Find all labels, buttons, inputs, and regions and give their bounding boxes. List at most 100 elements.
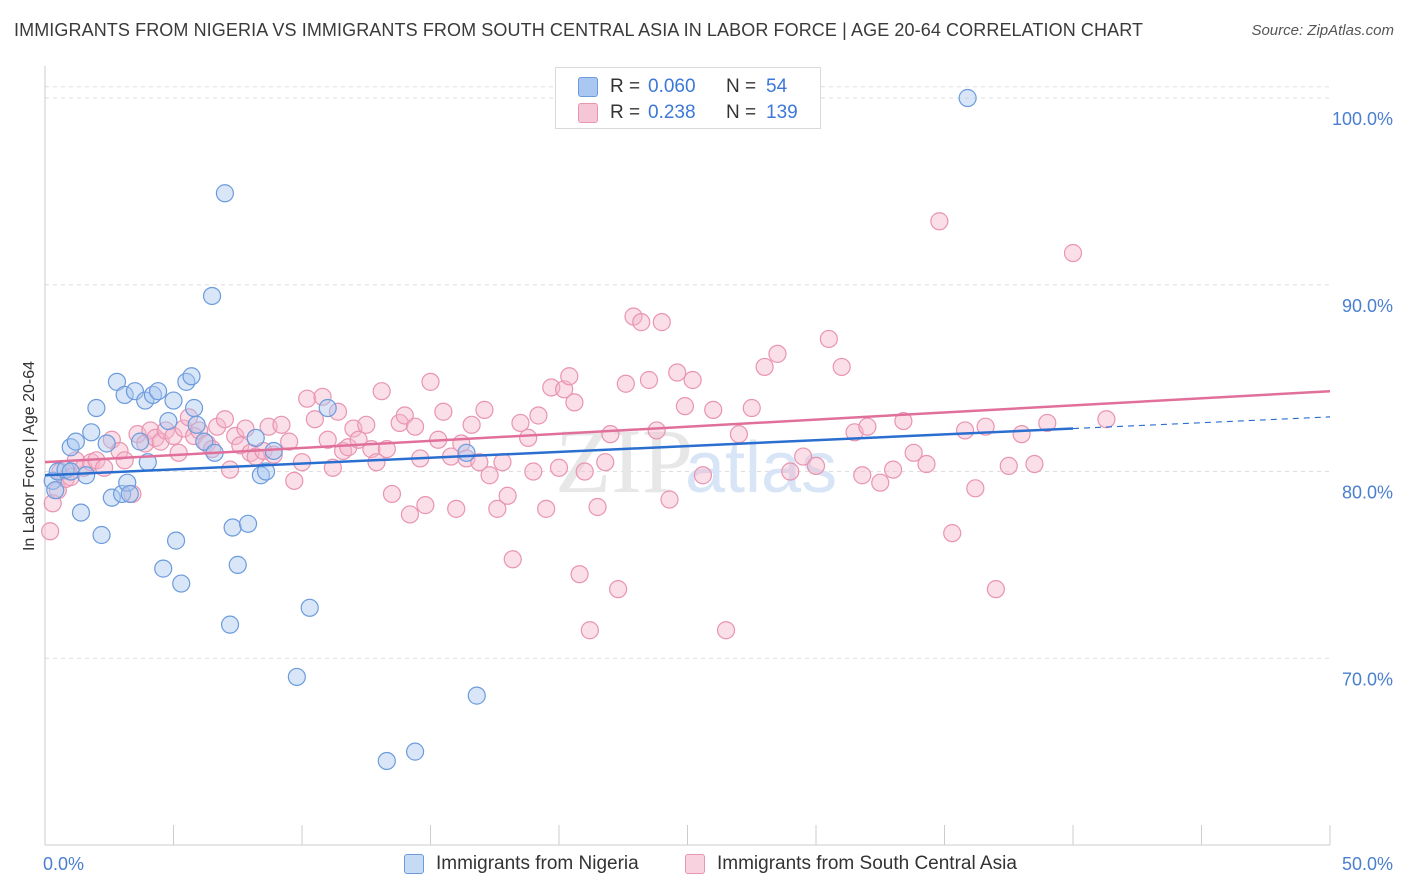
- point-south-central-asia: [215, 410, 234, 429]
- point-south-central-asia: [616, 374, 635, 393]
- point-south-central-asia: [1025, 454, 1044, 474]
- point-south-central-asia: [447, 499, 466, 518]
- point-south-central-asia: [280, 432, 299, 451]
- legend-n-value: 54: [766, 76, 788, 97]
- point-south-central-asia: [871, 473, 890, 492]
- point-south-central-asia: [503, 550, 522, 569]
- point-south-central-asia: [575, 462, 594, 481]
- point-south-central-asia: [298, 389, 317, 408]
- point-south-central-asia: [179, 408, 199, 427]
- axes: [44, 66, 1331, 846]
- legend-n-value: 139: [766, 102, 798, 123]
- point-nigeria: [215, 184, 234, 203]
- point-south-central-asia: [421, 372, 440, 391]
- point-south-central-asia: [313, 387, 332, 406]
- series-nigeria: [43, 88, 977, 771]
- legend-swatch-blue: [578, 77, 598, 97]
- point-nigeria: [405, 742, 425, 761]
- point-nigeria: [228, 555, 247, 574]
- point-south-central-asia: [318, 430, 337, 449]
- point-nigeria: [467, 686, 486, 705]
- point-south-central-asia: [226, 426, 245, 446]
- point-south-central-asia: [549, 458, 569, 477]
- point-south-central-asia: [601, 425, 620, 444]
- point-nigeria: [77, 466, 96, 485]
- point-nigeria: [187, 415, 206, 434]
- point-south-central-asia: [917, 454, 936, 474]
- point-south-central-asia: [395, 406, 414, 425]
- point-south-central-asia: [588, 497, 607, 517]
- trend-lines: [44, 389, 1331, 477]
- point-south-central-asia: [488, 499, 507, 518]
- x-tick-label-max: 50.0%: [1342, 854, 1393, 874]
- point-south-central-asia: [272, 415, 291, 434]
- point-south-central-asia: [904, 443, 923, 462]
- point-south-central-asia: [524, 462, 543, 481]
- point-south-central-asia: [806, 456, 826, 476]
- point-south-central-asia: [883, 460, 903, 479]
- trend-line-nigeria: [44, 427, 1074, 477]
- point-nigeria: [125, 382, 145, 401]
- point-nigeria: [118, 473, 137, 492]
- point-south-central-asia: [609, 580, 628, 599]
- point-nigeria: [172, 574, 191, 593]
- point-south-central-asia: [208, 417, 227, 436]
- point-nigeria: [287, 667, 306, 687]
- point-south-central-asia: [565, 393, 584, 412]
- point-south-central-asia: [328, 402, 348, 421]
- y-tick-label: 80.0%: [1342, 483, 1393, 503]
- point-south-central-asia: [475, 400, 494, 419]
- point-south-central-asia: [560, 367, 579, 386]
- point-nigeria: [102, 488, 121, 507]
- point-south-central-asia: [115, 451, 134, 470]
- point-south-central-asia: [339, 438, 358, 457]
- point-south-central-asia: [832, 357, 851, 377]
- point-nigeria: [164, 391, 183, 410]
- point-nigeria: [318, 398, 337, 418]
- point-nigeria: [82, 423, 101, 442]
- point-nigeria: [71, 503, 91, 522]
- point-nigeria: [159, 411, 178, 431]
- point-south-central-asia: [357, 415, 376, 434]
- x-tick-label-min: 0.0%: [43, 854, 84, 874]
- point-south-central-asia: [794, 447, 813, 466]
- point-nigeria: [87, 398, 106, 418]
- legend-n-label: N =: [726, 102, 757, 123]
- point-south-central-asia: [400, 505, 420, 524]
- point-south-central-asia: [858, 417, 877, 436]
- legend-n-label: N =: [726, 76, 757, 97]
- point-south-central-asia: [1012, 425, 1031, 444]
- point-nigeria: [46, 481, 65, 500]
- point-south-central-asia: [768, 344, 787, 363]
- point-south-central-asia: [675, 397, 695, 416]
- y-tick-label: 100.0%: [1332, 109, 1393, 129]
- point-south-central-asia: [529, 406, 548, 425]
- point-south-central-asia: [416, 496, 435, 515]
- point-nigeria: [154, 559, 173, 578]
- point-south-central-asia: [236, 419, 255, 438]
- point-south-central-asia: [976, 417, 995, 436]
- y-tick-label: 90.0%: [1342, 296, 1393, 316]
- point-nigeria: [130, 432, 150, 451]
- point-south-central-asia: [470, 453, 489, 472]
- point-nigeria: [61, 462, 80, 481]
- point-south-central-asia: [537, 499, 556, 518]
- point-nigeria: [148, 382, 168, 401]
- y-tick-label: 70.0%: [1342, 669, 1393, 689]
- point-south-central-asia: [511, 413, 530, 433]
- point-nigeria: [195, 432, 214, 451]
- point-south-central-asia: [596, 453, 615, 472]
- point-south-central-asia: [519, 428, 538, 447]
- point-south-central-asia: [955, 421, 975, 440]
- legend-r-label: R =: [610, 102, 641, 123]
- bottom-legend-nigeria: Immigrants from Nigeria: [404, 852, 639, 876]
- point-nigeria: [166, 531, 186, 550]
- point-south-central-asia: [999, 456, 1018, 476]
- point-south-central-asia: [966, 479, 985, 498]
- point-south-central-asia: [943, 524, 962, 543]
- trend-line-nigeria-extension: [1072, 416, 1331, 430]
- point-south-central-asia: [493, 453, 512, 472]
- point-south-central-asia: [220, 460, 240, 479]
- point-south-central-asia: [1063, 243, 1083, 263]
- legend-row-nigeria: R = 0.060 N = 54: [578, 75, 787, 99]
